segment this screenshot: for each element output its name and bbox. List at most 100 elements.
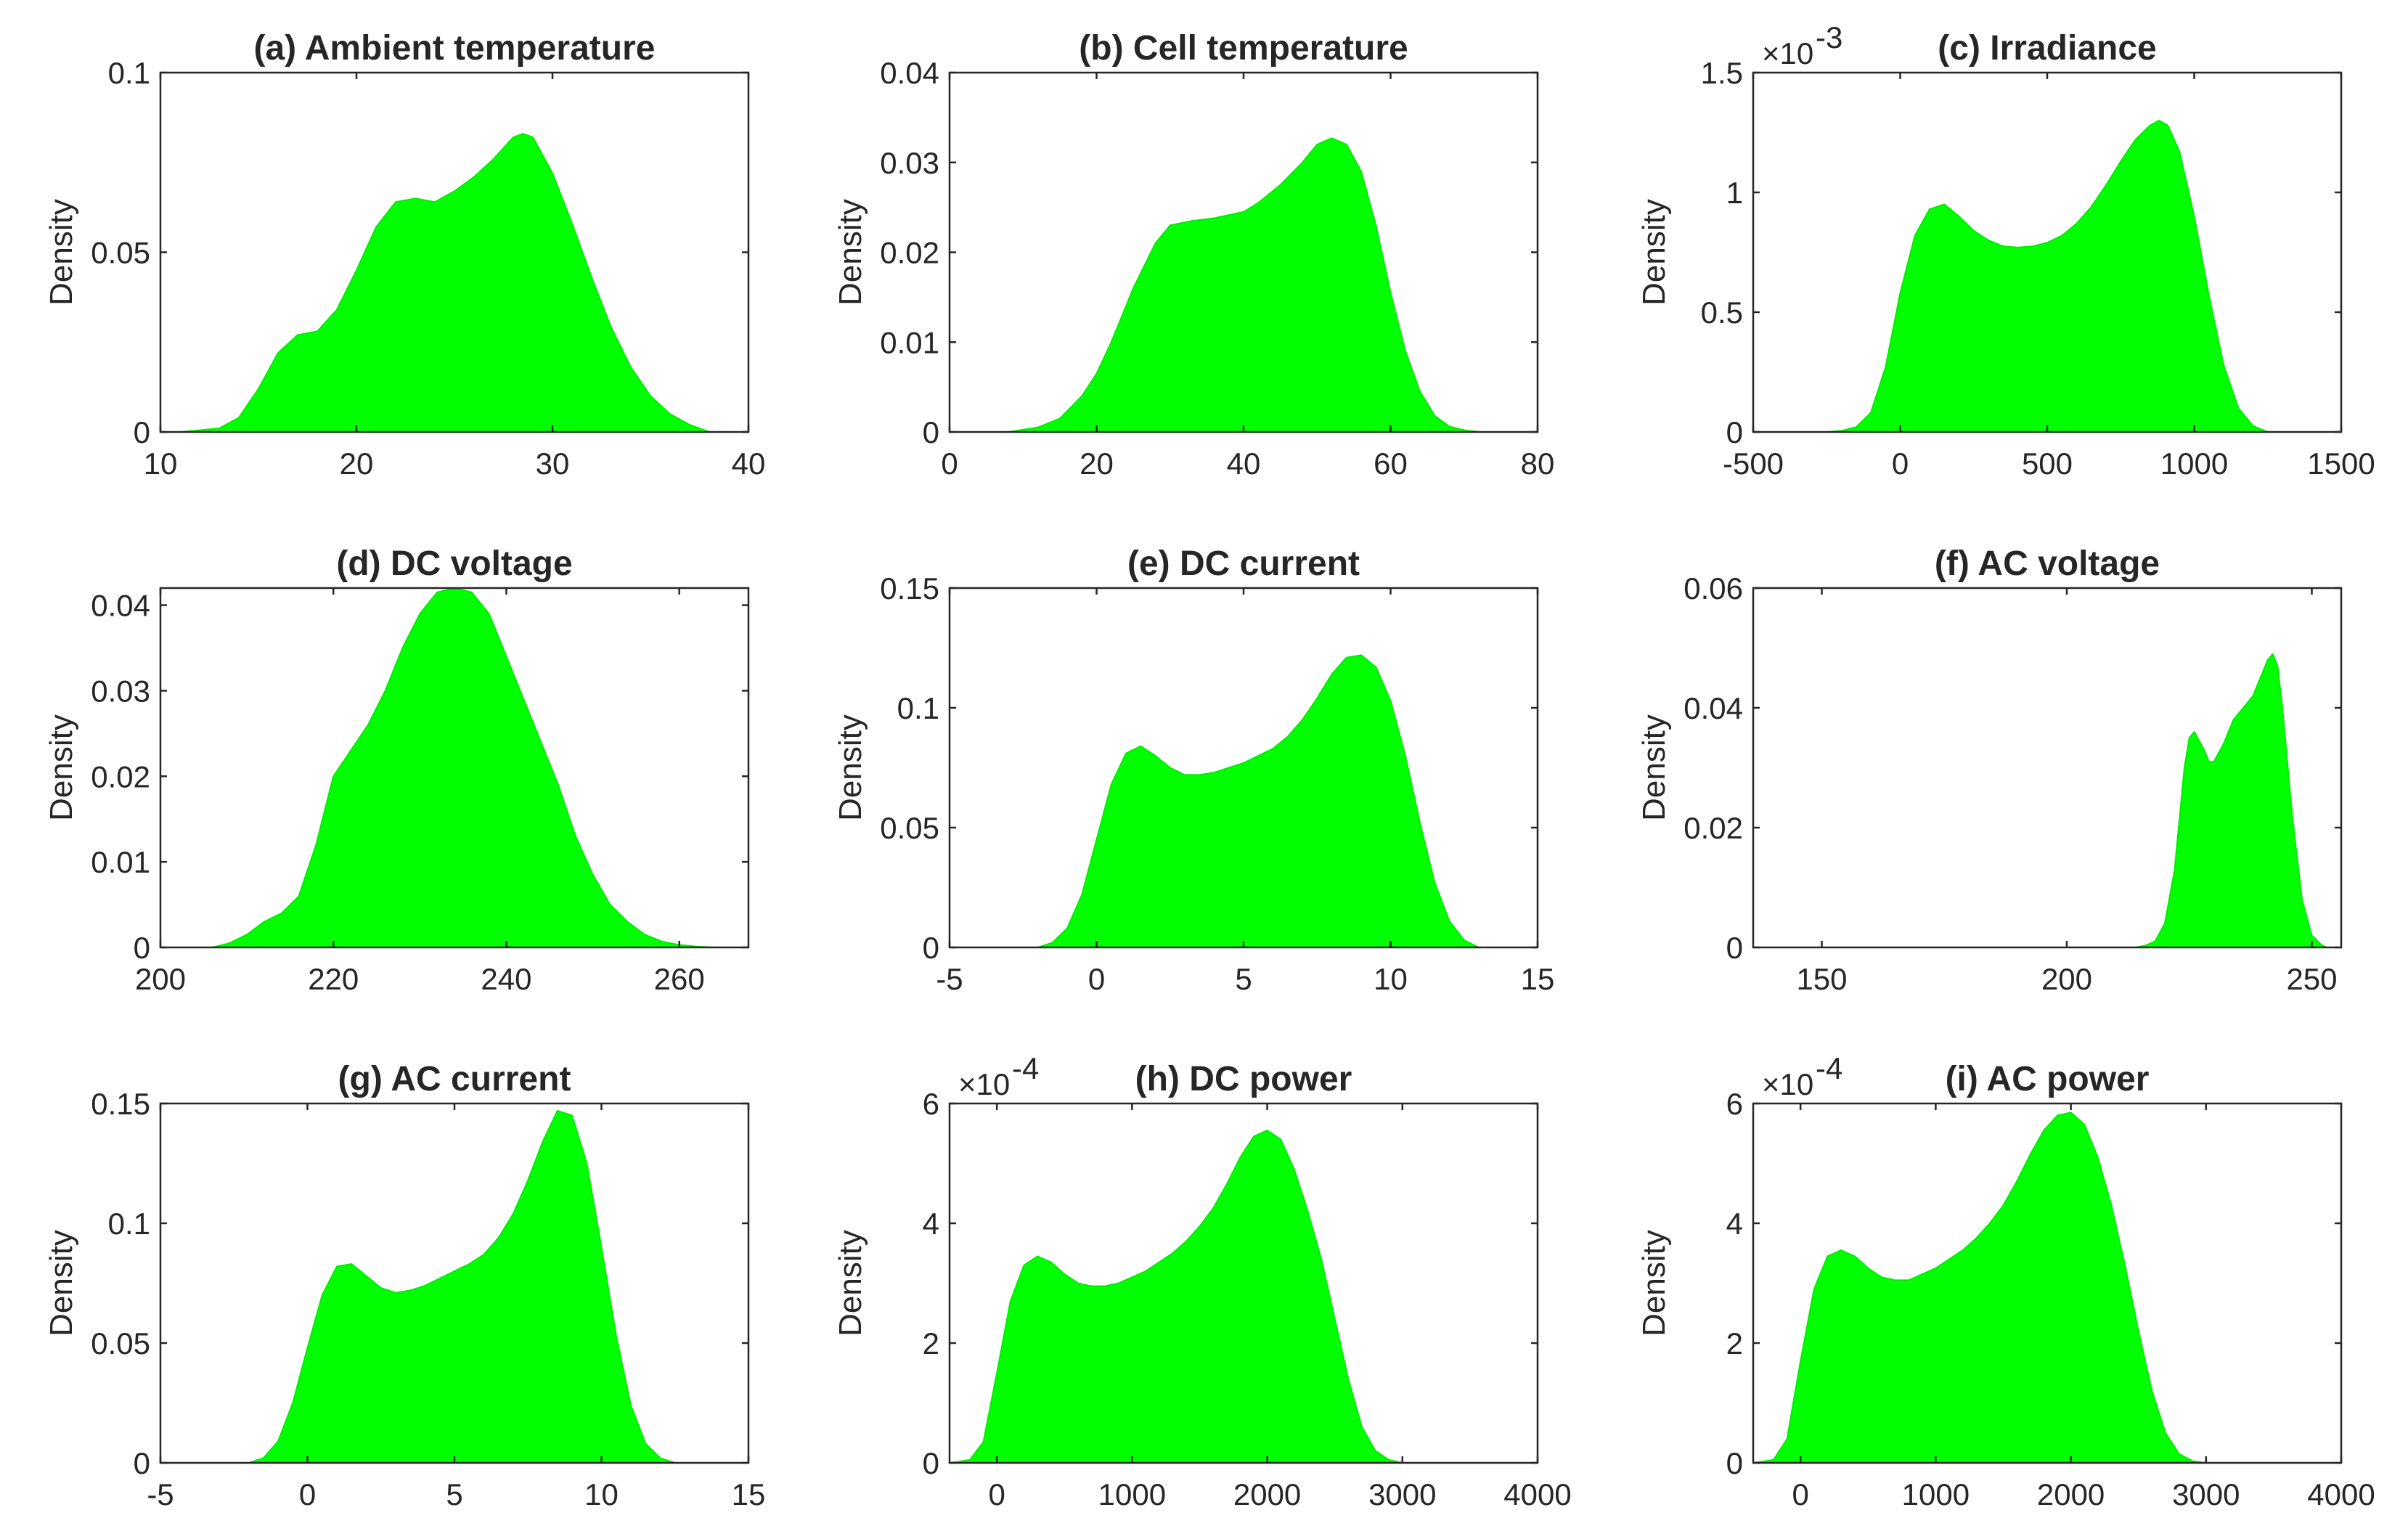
panel-i: 0 1000 2000 3000 4000 0 2 4 6 (i) AC power Density… bbox=[1636, 1051, 2375, 1511]
y-axis-label: Density bbox=[44, 199, 79, 306]
y-axis-label: Density bbox=[44, 714, 79, 821]
x-tick-label: 10 bbox=[144, 446, 178, 481]
y-tick-label: 0.06 bbox=[1683, 571, 1743, 605]
y-exponent-multiplier: ×10 -4 bbox=[1762, 1051, 1842, 1101]
panel-f: 150 200 250 0 0.02 0.04 0.06 (f) AC voltage Dens… bbox=[1636, 544, 2343, 996]
y-tick-label: 0.1 bbox=[897, 691, 939, 725]
y-tick-label: 0.05 bbox=[880, 811, 939, 845]
y-axis-label: Density bbox=[1636, 199, 1672, 306]
y-tick-label: 6 bbox=[1726, 1087, 1743, 1121]
x-tick-label: 220 bbox=[308, 962, 359, 996]
panel-title: (e) DC current bbox=[1127, 544, 1360, 583]
x-tick-label: 1000 bbox=[1098, 1477, 1166, 1511]
x-tick-label: 10 bbox=[584, 1477, 619, 1511]
x-tick-label: 0 bbox=[1792, 1477, 1808, 1511]
x-tick-label: 40 bbox=[1227, 446, 1261, 481]
x-tick-label: 150 bbox=[1796, 962, 1847, 996]
y-tick-label: 0.01 bbox=[91, 845, 150, 879]
y-axis-label: Density bbox=[833, 199, 868, 306]
x-tick-label: 240 bbox=[481, 962, 531, 996]
y-tick-label: 0.15 bbox=[880, 571, 939, 605]
y-tick-label: 0.05 bbox=[91, 1326, 150, 1360]
x-tick-label: 20 bbox=[1079, 446, 1114, 481]
y-axis-label: Density bbox=[44, 1230, 79, 1337]
y-tick-label: 0.02 bbox=[880, 236, 939, 270]
y-tick-label: 1.5 bbox=[1701, 56, 1743, 90]
y-tick-label: 0 bbox=[923, 415, 939, 449]
x-tick-label: 5 bbox=[446, 1477, 462, 1511]
x-tick-label: 5 bbox=[1235, 962, 1252, 996]
density-area-b bbox=[1008, 137, 1480, 432]
exponent-value: -4 bbox=[1012, 1051, 1039, 1085]
axes-box bbox=[1752, 1102, 2343, 1464]
x-tick-label: 1000 bbox=[2160, 446, 2228, 481]
x-tick-label: 1500 bbox=[2307, 446, 2375, 481]
exponent-value: -4 bbox=[1816, 1051, 1842, 1085]
y-tick-label: 0.02 bbox=[91, 759, 150, 793]
y-tick-label: 2 bbox=[923, 1326, 939, 1360]
y-tick-label: 0 bbox=[1726, 415, 1743, 449]
y-tick-label: 6 bbox=[923, 1087, 939, 1121]
panel-title: (g) AC current bbox=[338, 1060, 571, 1098]
panel-title: (c) Irradiance bbox=[1938, 29, 2156, 68]
panel-title: (b) Cell temperature bbox=[1079, 29, 1408, 68]
axes-box bbox=[159, 587, 750, 949]
y-tick-label: 0.5 bbox=[1701, 295, 1743, 330]
density-area-h bbox=[950, 1130, 1403, 1463]
x-tick-label: 0 bbox=[1088, 962, 1105, 996]
density-area-i bbox=[1753, 1111, 2207, 1463]
panel-title: (h) DC power bbox=[1135, 1060, 1352, 1098]
x-tick-label: 40 bbox=[732, 446, 766, 481]
y-tick-label: 0.01 bbox=[880, 325, 939, 359]
x-tick-label: 2000 bbox=[2037, 1477, 2105, 1511]
density-area-d bbox=[211, 588, 715, 947]
y-tick-label: 0.03 bbox=[880, 146, 939, 180]
panel-title: (a) Ambient temperature bbox=[254, 29, 656, 68]
y-tick-label: 0.04 bbox=[1683, 691, 1743, 725]
y-tick-label: 2 bbox=[1726, 1326, 1743, 1360]
y-axis-label: Density bbox=[1636, 1230, 1672, 1337]
y-tick-label: 0 bbox=[134, 1446, 150, 1480]
panel-title: (i) AC power bbox=[1946, 1060, 2150, 1098]
panel-title: (f) AC voltage bbox=[1935, 544, 2160, 583]
y-tick-label: 0.03 bbox=[91, 674, 150, 708]
panel-a: 10 20 30 40 0 0.05 0.1 (a) Ambient temperature D… bbox=[44, 29, 765, 481]
x-tick-label: 260 bbox=[654, 962, 705, 996]
y-tick-label: 4 bbox=[1726, 1207, 1743, 1241]
svg-text:×10: ×10 bbox=[1762, 1067, 1813, 1101]
x-tick-label: 200 bbox=[2041, 962, 2092, 996]
x-tick-label: -5 bbox=[147, 1477, 174, 1511]
y-axis-label: Density bbox=[1636, 714, 1672, 821]
density-area-f bbox=[1753, 653, 2327, 947]
axes-box bbox=[1752, 587, 2343, 949]
density-area-g bbox=[248, 1109, 676, 1463]
panel-h: 0 1000 2000 3000 4000 0 2 4 6 (h) DC power Density… bbox=[833, 1051, 1572, 1511]
panel-d: 200 220 240 260 0 0.01 0.02 0.03 0.04 (d) DC volt… bbox=[44, 544, 750, 996]
panel-g: -5 0 5 10 1500.050.10.15(g) AC currentDensit… bbox=[44, 1060, 765, 1511]
x-tick-label: 60 bbox=[1374, 446, 1408, 481]
x-tick-label: 0 bbox=[941, 446, 958, 481]
x-tick-label: 0 bbox=[988, 1477, 1005, 1511]
density-area-e bbox=[1037, 654, 1480, 947]
y-exponent-multiplier: ×10 -3 bbox=[1762, 20, 1842, 70]
x-tick-label: 500 bbox=[2022, 446, 2073, 481]
y-tick-label: 0 bbox=[134, 931, 150, 965]
x-tick-label: 20 bbox=[340, 446, 374, 481]
x-tick-label: 0 bbox=[299, 1477, 316, 1511]
panel-title: (d) DC voltage bbox=[336, 544, 572, 583]
y-tick-label: 0.1 bbox=[108, 1207, 150, 1241]
x-tick-label: 250 bbox=[2286, 962, 2337, 996]
y-tick-label: 0.02 bbox=[1683, 811, 1743, 845]
y-tick-label: 4 bbox=[923, 1207, 939, 1241]
x-tick-label: -5 bbox=[936, 962, 963, 996]
y-exponent-multiplier: ×10 -4 bbox=[958, 1051, 1039, 1101]
density-area-c bbox=[1826, 120, 2269, 432]
y-tick-label: 1 bbox=[1726, 176, 1743, 210]
panel-e: -5 0 5 10 1500.050.10.15(e) DC currentDensit… bbox=[833, 544, 1554, 996]
y-tick-label: 0 bbox=[134, 415, 150, 449]
y-tick-label: 0.04 bbox=[91, 589, 150, 623]
x-tick-label: 200 bbox=[135, 962, 186, 996]
x-tick-label: 15 bbox=[1521, 962, 1555, 996]
